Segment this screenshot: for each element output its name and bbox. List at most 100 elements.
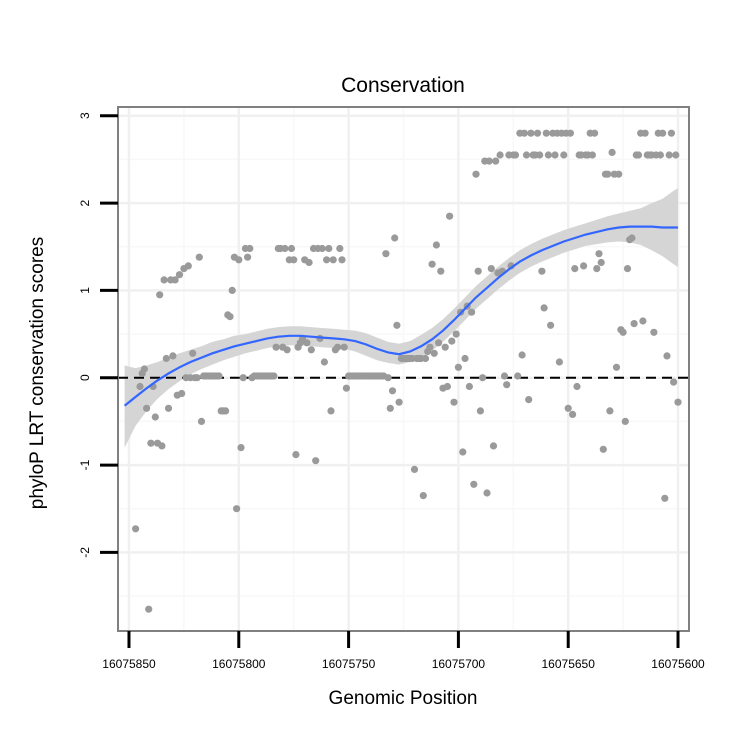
- data-point: [446, 212, 454, 220]
- smooth-line-layer: [123, 225, 678, 407]
- data-point: [474, 267, 482, 275]
- data-point: [503, 381, 511, 389]
- data-point: [588, 151, 597, 159]
- data-point: [542, 129, 550, 137]
- data-point: [533, 129, 542, 137]
- x-axis: 16075850 16075800 16075750 16075700 16075650…: [102, 631, 705, 671]
- data-point: [628, 234, 636, 242]
- data-point: [591, 129, 599, 137]
- data-point: [560, 151, 568, 159]
- minor-grid: [118, 107, 689, 631]
- data-point: [283, 346, 291, 354]
- data-point: [564, 404, 572, 412]
- data-point: [500, 372, 509, 380]
- data-point: [384, 374, 392, 382]
- data-point: [292, 451, 300, 459]
- data-point: [290, 256, 298, 264]
- data-point: [329, 256, 337, 264]
- data-point: [237, 444, 245, 452]
- data-point: [492, 157, 500, 165]
- data-point: [395, 398, 403, 406]
- data-point: [184, 262, 192, 270]
- data-point: [571, 265, 579, 273]
- data-point: [630, 320, 638, 328]
- data-point: [287, 244, 296, 253]
- data-point: [388, 387, 397, 395]
- data-point: [307, 346, 315, 354]
- y-tick-label: -1: [78, 459, 92, 470]
- data-point: [435, 339, 443, 347]
- data-point: [305, 258, 313, 267]
- data-point: [272, 343, 280, 351]
- data-point: [169, 352, 177, 360]
- data-point: [382, 250, 390, 258]
- data-point: [606, 407, 614, 415]
- x-tick-label: 16075800: [212, 657, 266, 671]
- data-point: [461, 354, 469, 363]
- data-point: [580, 262, 588, 270]
- data-point: [650, 328, 658, 336]
- data-point: [143, 404, 151, 412]
- major-grid: [118, 107, 689, 631]
- data-point: [391, 234, 399, 242]
- data-point: [136, 382, 144, 391]
- data-point: [514, 372, 522, 380]
- data-point: [175, 271, 184, 279]
- confidence-band: [124, 188, 679, 448]
- data-point: [340, 343, 348, 351]
- x-tick-label: 16075750: [322, 657, 376, 671]
- data-point: [160, 276, 168, 284]
- data-point: [162, 354, 170, 363]
- y-axis: -2 -1 0 1 2 3: [78, 112, 118, 558]
- data-point: [623, 265, 632, 273]
- x-tick-label: 16075850: [102, 657, 156, 671]
- data-point: [597, 258, 605, 267]
- data-point: [410, 465, 419, 473]
- data-point: [659, 129, 667, 137]
- data-point: [656, 151, 665, 159]
- data-point: [663, 352, 671, 360]
- data-point: [566, 129, 575, 137]
- data-point: [156, 291, 164, 299]
- data-point: [246, 244, 254, 253]
- data-point: [665, 151, 673, 159]
- x-tick-label: 16075600: [651, 657, 705, 671]
- data-point: [547, 321, 555, 329]
- data-point: [621, 417, 629, 425]
- data-point: [641, 129, 649, 137]
- data-point: [522, 151, 531, 159]
- data-point: [233, 505, 241, 513]
- data-point: [536, 151, 544, 159]
- data-point: [573, 382, 581, 391]
- data-point: [518, 351, 526, 359]
- data-point: [189, 349, 197, 357]
- data-point: [145, 605, 153, 613]
- data-point: [674, 398, 682, 406]
- confidence-band-layer: [124, 188, 679, 448]
- data-point: [615, 170, 623, 178]
- x-tick-label: 16075700: [432, 657, 486, 671]
- data-point: [195, 253, 203, 261]
- data-point: [443, 382, 451, 391]
- data-point: [334, 343, 342, 351]
- data-point: [303, 339, 311, 347]
- data-point: [312, 457, 320, 465]
- y-tick-label: 3: [78, 112, 92, 119]
- data-point: [193, 374, 201, 382]
- data-point: [470, 480, 478, 488]
- data-point: [140, 365, 148, 373]
- data-point: [667, 129, 676, 137]
- data-point: [608, 148, 616, 156]
- data-point: [158, 442, 166, 450]
- data-point: [327, 407, 335, 415]
- data-point: [164, 404, 173, 412]
- data-point: [454, 363, 462, 371]
- data-point: [485, 157, 493, 165]
- data-point: [551, 151, 559, 159]
- data-point: [215, 372, 223, 380]
- data-point: [222, 407, 230, 415]
- data-point: [270, 372, 278, 380]
- y-tick-label: 1: [78, 287, 92, 294]
- data-point: [437, 267, 445, 275]
